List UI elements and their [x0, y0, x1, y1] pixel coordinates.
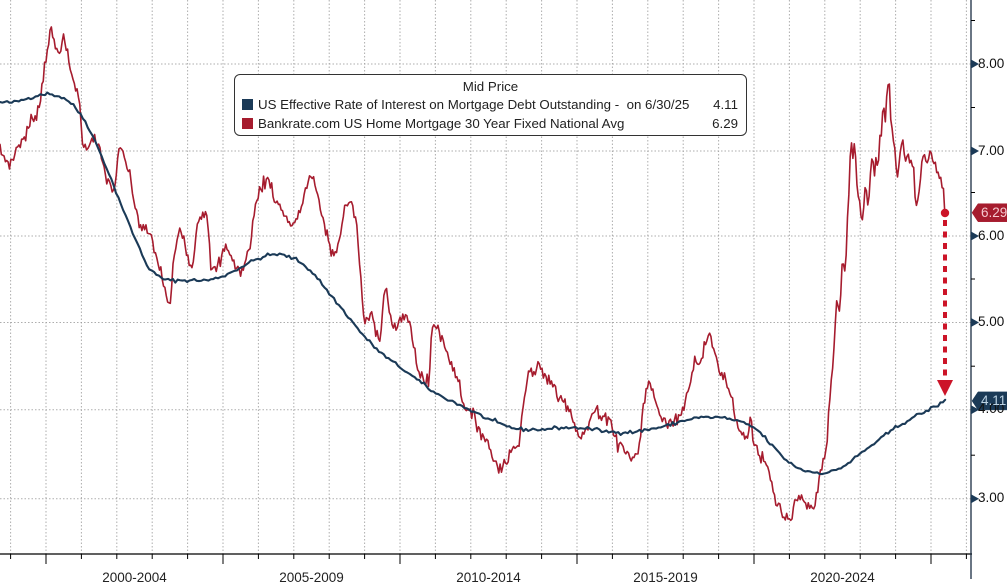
- svg-text:2010-2014: 2010-2014: [456, 570, 521, 585]
- svg-text:2005-2009: 2005-2009: [279, 570, 344, 585]
- svg-text:2000-2004: 2000-2004: [102, 570, 167, 585]
- svg-text:2020-2024: 2020-2024: [810, 570, 875, 585]
- svg-text:2015-2019: 2015-2019: [633, 570, 698, 585]
